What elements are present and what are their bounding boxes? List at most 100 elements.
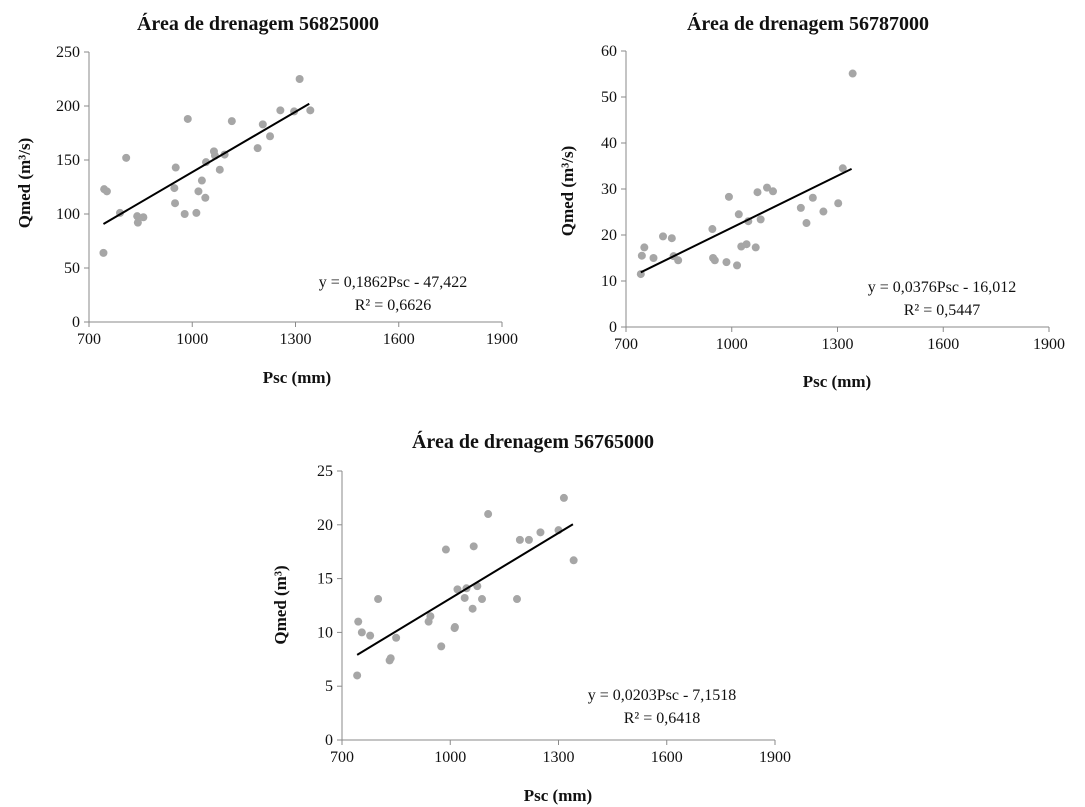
data-point [659, 232, 668, 241]
trendline [640, 167, 853, 274]
x-tick-label: 1000 [176, 331, 208, 348]
chart-56787000: Área de drenagem 56787000 Qmed (m³/s) Ps… [558, 12, 1065, 391]
y-tick-label: 0 [72, 314, 80, 331]
data-point [386, 654, 395, 663]
data-point [468, 604, 477, 613]
r-squared-label: R² = 0,6626 [355, 297, 432, 314]
data-point [819, 207, 828, 216]
chart-title: Área de drenagem 56787000 [687, 12, 929, 35]
y-tick-label: 25 [317, 463, 333, 480]
data-point [848, 69, 857, 78]
trendline-equation: y = 0,0376Psc - 16,012 [868, 279, 1017, 296]
data-point [478, 595, 487, 604]
x-tick-label: 700 [77, 331, 101, 348]
data-point [484, 510, 493, 519]
data-point [99, 248, 108, 257]
data-point [756, 215, 765, 224]
x-tick-label: 1600 [651, 749, 683, 766]
trendline-equation: y = 0,1862Psc - 47,422 [319, 274, 468, 291]
data-point [253, 144, 262, 153]
data-point [192, 208, 201, 217]
trendline [356, 523, 574, 656]
data-point [640, 243, 649, 252]
data-point [724, 192, 733, 201]
data-point [354, 617, 363, 626]
y-tick-label: 10 [317, 624, 333, 641]
data-point [722, 258, 731, 267]
data-point [122, 153, 131, 162]
y-tick-label: 0 [325, 732, 333, 749]
data-point [133, 218, 142, 227]
x-tick-label: 700 [330, 749, 354, 766]
x-axis-label: Psc (mm) [524, 786, 592, 805]
data-point [357, 628, 366, 637]
data-point [450, 623, 459, 632]
data-point [796, 203, 805, 212]
y-tick-label: 10 [601, 273, 617, 290]
y-tick-label: 250 [56, 44, 80, 61]
y-tick-label: 30 [601, 181, 617, 198]
x-tick-label: 1900 [1033, 336, 1065, 353]
data-point [306, 106, 315, 115]
data-point [742, 240, 751, 249]
data-point [201, 193, 210, 202]
chart-56765000: Área de drenagem 56765000 Qmed (m³) Psc … [271, 430, 791, 805]
data-point [453, 585, 462, 594]
data-point [559, 493, 568, 502]
data-point [366, 631, 375, 640]
data-point [667, 234, 676, 243]
data-point [170, 184, 179, 193]
y-tick-label: 150 [56, 152, 80, 169]
data-point [183, 114, 192, 123]
data-point [392, 633, 401, 642]
data-point [838, 164, 847, 173]
x-tick-label: 1900 [486, 331, 518, 348]
data-point [733, 261, 742, 270]
data-point [171, 163, 180, 172]
data-point [734, 210, 743, 219]
data-point [180, 210, 189, 218]
data-point [569, 556, 578, 565]
data-point [808, 193, 817, 202]
data-point [171, 199, 180, 208]
data-point [834, 199, 843, 208]
chart-title: Área de drenagem 56825000 [137, 12, 379, 35]
x-tick-label: 1300 [280, 331, 312, 348]
x-tick-label: 1600 [383, 331, 415, 348]
data-point [708, 225, 717, 234]
data-point [353, 671, 362, 680]
trendline-equation: y = 0,0203Psc - 7,1518 [588, 687, 737, 704]
data-point [710, 256, 719, 265]
data-point [426, 612, 435, 621]
y-tick-label: 15 [317, 571, 333, 588]
plot-area: 0 50 100 150 200 250 700 1000 1300 1600 1900 [56, 44, 518, 348]
y-tick-label: 0 [609, 319, 617, 336]
data-point [441, 545, 450, 554]
x-tick-label: 1000 [434, 749, 466, 766]
chart-56825000: Área de drenagem 56825000 Qmed (m³/s) Ps… [15, 12, 518, 387]
data-point [649, 254, 658, 262]
x-tick-label: 1300 [543, 749, 575, 766]
data-point [515, 535, 524, 544]
data-point [139, 213, 148, 222]
x-tick-label: 1300 [822, 336, 854, 353]
data-point [802, 219, 811, 228]
y-tick-label: 40 [601, 135, 617, 152]
x-tick-label: 700 [614, 336, 638, 353]
y-tick-label: 20 [317, 517, 333, 534]
x-tick-label: 1900 [759, 749, 791, 766]
data-point [194, 187, 203, 196]
y-tick-label: 20 [601, 227, 617, 244]
plot-area: 0 5 10 15 20 25 700 1000 1300 1600 1900 [317, 463, 791, 766]
y-tick-label: 50 [64, 260, 80, 277]
r-squared-label: R² = 0,5447 [904, 302, 981, 319]
x-axis-label: Psc (mm) [803, 372, 871, 391]
data-point [437, 642, 446, 651]
data-point [276, 106, 285, 115]
y-tick-label: 60 [601, 43, 617, 60]
data-point [374, 595, 383, 604]
x-tick-label: 1600 [927, 336, 959, 353]
data-point [102, 187, 111, 196]
data-point [460, 593, 469, 602]
chart-title: Área de drenagem 56765000 [412, 430, 654, 453]
